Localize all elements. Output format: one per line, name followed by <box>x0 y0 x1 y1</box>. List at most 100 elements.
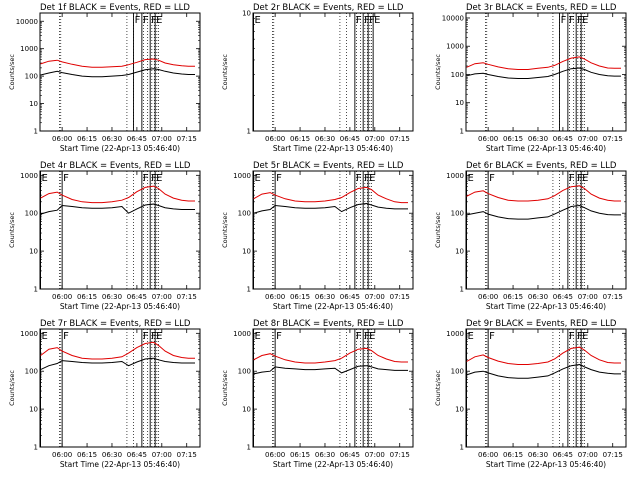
panel-9-xtick-label: 07:15 <box>603 451 623 459</box>
panel-6-flag-label: E <box>468 173 474 184</box>
panel-4-flag-label: E <box>156 173 162 184</box>
panel-9-xtick-label: 06:45 <box>553 451 573 459</box>
panel-5-xtick-label: 06:00 <box>265 293 285 301</box>
panel-5-series-events <box>253 202 408 214</box>
panel-8-ytick-label: 1 <box>247 444 251 452</box>
panel-5-xlabel: Start Time (22-Apr-13 05:46:40) <box>273 302 393 311</box>
panel-4-series-events <box>40 203 195 215</box>
panel-3-ylabel: Counts/sec <box>434 54 442 90</box>
panel-2-xtick-label: 07:15 <box>390 135 410 143</box>
panel-2-ytick-label: 10 <box>242 10 251 18</box>
panel-8-xtick-label: 06:15 <box>290 451 310 459</box>
panel-8-ylabel: Counts/sec <box>221 370 229 406</box>
panel-5-ytick-label: 10 <box>242 248 251 256</box>
panel-1-title: Det 1f BLACK = Events, RED = LLD <box>40 3 190 13</box>
panel-7-ytick-label: 1 <box>34 444 38 452</box>
panel-9-ylabel: Counts/sec <box>434 370 442 406</box>
panel-2-xtick-label: 06:45 <box>340 135 360 143</box>
panel-1-xtick-label: 06:45 <box>127 135 147 143</box>
panel-5-ytick-label: 1 <box>247 286 251 294</box>
panel-6-ytick-label: 100 <box>451 210 464 218</box>
panel-5-xtick-label: 07:15 <box>390 293 410 301</box>
panel-7-xtick-label: 06:00 <box>52 451 72 459</box>
panel-6-xtick-label: 06:30 <box>528 293 548 301</box>
panel-9-xlabel: Start Time (22-Apr-13 05:46:40) <box>486 460 606 469</box>
panel-5-ytick-label: 1000 <box>233 172 251 180</box>
panel-3-xtick-label: 06:45 <box>553 135 573 143</box>
panel-9-ytick-label: 10 <box>455 406 464 414</box>
panel-5-title: Det 5r BLACK = Events, RED = LLD <box>253 161 404 171</box>
panel-2-ytick-label: 1 <box>247 128 251 136</box>
panel-6-xtick-label: 07:15 <box>603 293 623 301</box>
panel-1-frame <box>39 12 201 132</box>
panel-3-ytick-label: 10000 <box>442 14 464 22</box>
panel-5: Det 5r BLACK = Events, RED = LLD Counts/s… <box>221 161 414 311</box>
panel-3-xtick-label: 07:00 <box>578 135 598 143</box>
panel-3-flag-label: F <box>577 15 583 26</box>
panel-9-xtick-label: 06:30 <box>528 451 548 459</box>
panel-8-xtick-label: 06:30 <box>315 451 335 459</box>
panel-2-xtick-label: 07:00 <box>365 135 385 143</box>
panel-8-xlabel: Start Time (22-Apr-13 05:46:40) <box>273 460 393 469</box>
panel-7: Det 7r BLACK = Events, RED = LLD Counts/s… <box>8 319 201 469</box>
panel-5-xtick-label: 06:45 <box>340 293 360 301</box>
panel-7-ytick-label: 100 <box>25 368 38 376</box>
panel-3-series-events <box>466 67 621 79</box>
panel-5-flag-label: F <box>276 173 282 184</box>
panel-6-series-events <box>466 204 621 220</box>
panel-5-series-lld <box>253 186 408 204</box>
panel-7-xtick-label: 06:15 <box>77 451 97 459</box>
panel-4-xtick-label: 06:00 <box>52 293 72 301</box>
panel-3-xtick-label: 06:30 <box>528 135 548 143</box>
panel-5-xtick-label: 06:15 <box>290 293 310 301</box>
panel-4-xtick-label: 07:15 <box>177 293 197 301</box>
panel-4-ytick-label: 100 <box>25 210 38 218</box>
panel-6-xtick-label: 06:45 <box>553 293 573 301</box>
panel-7-flag-label: F <box>151 331 157 342</box>
panel-3-xtick-label: 06:00 <box>478 135 498 143</box>
panel-8-flag-label: F <box>276 331 282 342</box>
panel-8-series-lld <box>253 347 408 364</box>
panel-1-ytick-label: 1000 <box>20 45 38 53</box>
panel-6-ylabel: Counts/sec <box>434 212 442 248</box>
panel-8-flag-label: F <box>356 331 362 342</box>
panel-8-flag-label: E <box>369 331 375 342</box>
panel-7-frame <box>39 328 201 448</box>
panel-9: Det 9r BLACK = Events, RED = LLD Counts/s… <box>434 319 627 469</box>
panel-4-flag-label: E <box>42 173 48 184</box>
panel-6-xlabel: Start Time (22-Apr-13 05:46:40) <box>486 302 606 311</box>
panel-1-ytick-label: 10000 <box>16 18 38 26</box>
panel-1-ytick-label: 1 <box>34 128 38 136</box>
panel-4-xtick-label: 06:45 <box>127 293 147 301</box>
panel-5-frame <box>252 170 414 290</box>
panel-5-flag-label: E <box>369 173 375 184</box>
panel-8-ytick-label: 100 <box>238 368 251 376</box>
panel-6-xtick-label: 07:00 <box>578 293 598 301</box>
panel-7-ylabel: Counts/sec <box>8 370 16 406</box>
panel-4-ylabel: Counts/sec <box>8 212 16 248</box>
panel-9-flag-label: E <box>582 331 588 342</box>
panel-4-flag-label: F <box>143 173 149 184</box>
panel-7-flag-label: F <box>63 331 69 342</box>
panel-1-series-events <box>40 68 195 78</box>
panel-5-xtick-label: 06:30 <box>315 293 335 301</box>
panel-4-flag-label: F <box>151 173 157 184</box>
panel-9-ytick-label: 100 <box>451 368 464 376</box>
panel-9-series-lld <box>466 346 621 365</box>
panel-3-frame <box>465 12 627 132</box>
panel-9-flag-label: F <box>489 331 495 342</box>
panel-3-ytick-label: 1 <box>460 128 464 136</box>
panel-7-series-lld <box>40 341 195 360</box>
panel-6-flag-label: F <box>489 173 495 184</box>
panel-7-xtick-label: 07:15 <box>177 451 197 459</box>
panel-8-xtick-label: 06:00 <box>265 451 285 459</box>
panel-4-ytick-label: 1000 <box>20 172 38 180</box>
panel-6-flag-label: F <box>577 173 583 184</box>
panel-1-ytick-label: 10 <box>29 100 38 108</box>
panel-7-xlabel: Start Time (22-Apr-13 05:46:40) <box>60 460 180 469</box>
panel-8-xtick-label: 06:45 <box>340 451 360 459</box>
panel-1-ylabel: Counts/sec <box>8 54 16 90</box>
panel-1-flag-label: F <box>143 15 149 26</box>
panel-8-xtick-label: 07:00 <box>365 451 385 459</box>
panel-7-xtick-label: 07:00 <box>152 451 172 459</box>
